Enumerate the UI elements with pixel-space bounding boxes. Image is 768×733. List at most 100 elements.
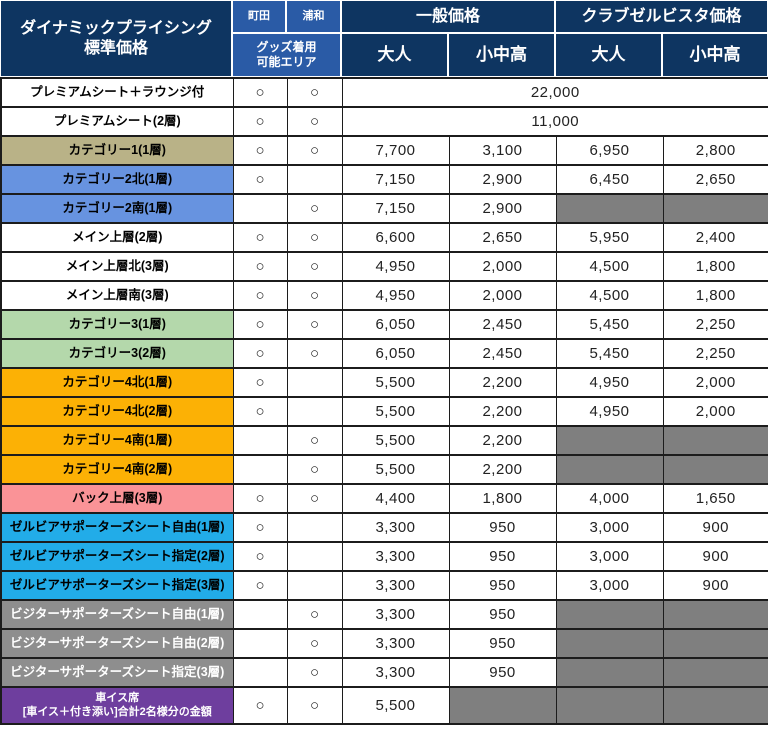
price-cell: 5,450: [555, 338, 664, 369]
machida-mark: [232, 599, 288, 630]
table-title: ダイナミックプライシング 標準価格: [0, 0, 232, 77]
price-cell: 5,500: [341, 367, 450, 398]
price-cell: 1,800: [662, 280, 768, 311]
price-cell-unavailable: [662, 599, 768, 630]
price-cell: 2,000: [448, 280, 557, 311]
urawa-mark: ○: [286, 425, 343, 456]
column-group-general-price: 一般価格: [341, 0, 555, 33]
price-cell: 7,700: [341, 135, 450, 166]
price-cell-unavailable: [448, 686, 557, 725]
machida-mark: ○: [232, 164, 288, 195]
column-header-club-adult: 大人: [555, 33, 662, 77]
table-row: ビジターサポーターズシート自由(2層) ○ 3,300 950: [0, 628, 768, 659]
price-cell: 5,500: [341, 396, 450, 427]
price-cell: 3,300: [341, 512, 450, 543]
table-row: カテゴリー4北(1層) ○ 5,500 2,200 4,950 2,000: [0, 367, 768, 398]
urawa-mark: ○: [286, 483, 343, 514]
price-cell: 2,200: [448, 425, 557, 456]
price-cell-unavailable: [662, 686, 768, 725]
table-header: ダイナミックプライシング 標準価格 町田 浦和 一般価格 クラブゼルビスタ価格 …: [0, 0, 768, 77]
machida-mark: ○: [232, 222, 288, 253]
price-cell: 4,500: [555, 251, 664, 282]
urawa-mark: [286, 396, 343, 427]
table-row: ゼルビアサポーターズシート指定(3層) ○ 3,300 950 3,000 900: [0, 570, 768, 601]
price-cell: 2,800: [662, 135, 768, 166]
price-cell: 6,950: [555, 135, 664, 166]
table-row: カテゴリー1(1層) ○ ○ 7,700 3,100 6,950 2,800: [0, 135, 768, 166]
urawa-mark: [286, 512, 343, 543]
price-cell: 2,200: [448, 367, 557, 398]
table-row: メイン上層南(3層) ○ ○ 4,950 2,000 4,500 1,800: [0, 280, 768, 311]
seat-category-label: ビジターサポーターズシート指定(3層): [0, 657, 234, 688]
price-table-body: プレミアムシート＋ラウンジ付 ○ ○ 22,000 プレミアムシート(2層) ○…: [0, 77, 768, 725]
price-cell: 5,500: [341, 425, 450, 456]
price-cell: 4,500: [555, 280, 664, 311]
price-cell-unavailable: [555, 628, 664, 659]
price-cell-unavailable: [555, 599, 664, 630]
urawa-mark: ○: [286, 686, 343, 725]
column-header-urawa: 浦和: [286, 0, 341, 33]
seat-category-label: カテゴリー2南(1層): [0, 193, 234, 224]
table-row: カテゴリー3(2層) ○ ○ 6,050 2,450 5,450 2,250: [0, 338, 768, 369]
column-header-club-student: 小中高: [662, 33, 768, 77]
machida-mark: ○: [232, 483, 288, 514]
machida-mark: ○: [232, 280, 288, 311]
seat-category-label: カテゴリー3(1層): [0, 309, 234, 340]
price-cell: 2,450: [448, 309, 557, 340]
urawa-mark: ○: [286, 251, 343, 282]
price-cell: 3,100: [448, 135, 557, 166]
price-cell: 1,800: [448, 483, 557, 514]
seat-category-label: カテゴリー4南(2層): [0, 454, 234, 485]
price-cell: 950: [448, 570, 557, 601]
price-cell-unavailable: [555, 657, 664, 688]
urawa-mark: ○: [286, 454, 343, 485]
urawa-mark: ○: [286, 222, 343, 253]
price-cell-unavailable: [662, 454, 768, 485]
price-cell: 900: [662, 541, 768, 572]
machida-mark: ○: [232, 367, 288, 398]
price-cell: 950: [448, 657, 557, 688]
urawa-mark: ○: [286, 657, 343, 688]
seat-category-label: カテゴリー2北(1層): [0, 164, 234, 195]
machida-mark: ○: [232, 251, 288, 282]
urawa-mark: ○: [286, 106, 343, 137]
price-cell: 4,950: [341, 280, 450, 311]
price-cell: 2,200: [448, 454, 557, 485]
seat-category-label: カテゴリー4北(2層): [0, 396, 234, 427]
price-cell: 950: [448, 512, 557, 543]
price-cell: 3,300: [341, 599, 450, 630]
urawa-mark: ○: [286, 309, 343, 340]
seat-category-label: ビジターサポーターズシート自由(2層): [0, 628, 234, 659]
urawa-mark: ○: [286, 135, 343, 166]
price-cell-unavailable: [662, 425, 768, 456]
price-cell: 2,900: [448, 164, 557, 195]
seat-category-label: 車イス席 [車イス＋付き添い]合計2名様分の金額: [0, 686, 234, 725]
table-row: カテゴリー2南(1層) ○ 7,150 2,900: [0, 193, 768, 224]
urawa-mark: [286, 164, 343, 195]
price-cell: 6,600: [341, 222, 450, 253]
seat-category-label: ゼルビアサポーターズシート自由(1層): [0, 512, 234, 543]
price-cell: 1,800: [662, 251, 768, 282]
seat-category-label: メイン上層北(3層): [0, 251, 234, 282]
price-cell: 3,000: [555, 570, 664, 601]
price-cell: 5,500: [341, 454, 450, 485]
price-cell: 6,050: [341, 309, 450, 340]
price-cell: 950: [448, 541, 557, 572]
table-row: バック上層(3層) ○ ○ 4,400 1,800 4,000 1,650: [0, 483, 768, 514]
price-cell: 5,450: [555, 309, 664, 340]
table-row: カテゴリー2北(1層) ○ 7,150 2,900 6,450 2,650: [0, 164, 768, 195]
machida-mark: [232, 657, 288, 688]
urawa-mark: [286, 367, 343, 398]
seat-category-label: メイン上層(2層): [0, 222, 234, 253]
seat-category-label: カテゴリー4南(1層): [0, 425, 234, 456]
price-cell: 3,300: [341, 628, 450, 659]
price-cell: 4,950: [341, 251, 450, 282]
machida-mark: ○: [232, 135, 288, 166]
price-cell: 2,400: [662, 222, 768, 253]
price-cell-merged: 22,000: [341, 77, 768, 108]
price-cell: 7,150: [341, 193, 450, 224]
table-row: ゼルビアサポーターズシート指定(2層) ○ 3,300 950 3,000 900: [0, 541, 768, 572]
price-cell: 3,300: [341, 541, 450, 572]
price-cell: 2,650: [662, 164, 768, 195]
